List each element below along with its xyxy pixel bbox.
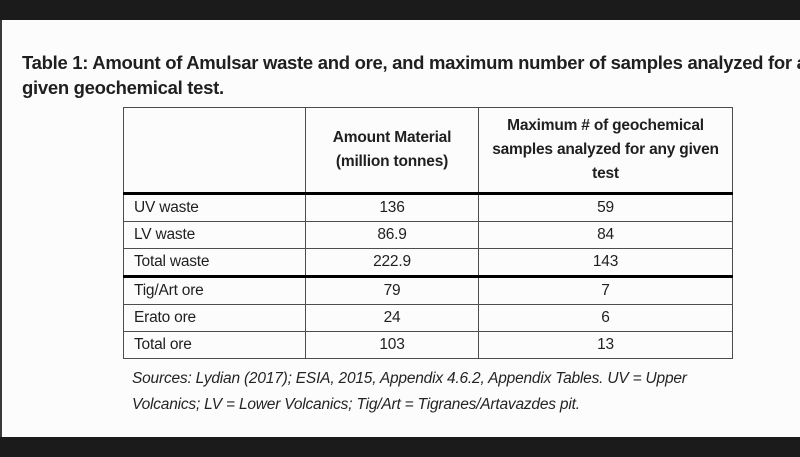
page-title: Table 1: Amount of Amulsar waste and ore… (22, 50, 800, 100)
samples-value: 6 (478, 304, 733, 332)
samples-value: 59 (478, 193, 733, 222)
table-row-total-waste: Total waste 222.9 143 (123, 248, 733, 278)
header-cell-amount-material: Amount Material (million tonnes) (305, 107, 479, 195)
row-label: Erato ore (123, 304, 306, 332)
source-note-line-2: Volcanics; LV = Lower Volcanics; Tig/Art… (132, 396, 580, 413)
samples-value: 84 (478, 221, 733, 249)
amount-value: 103 (305, 331, 479, 359)
row-label: UV waste (123, 193, 306, 222)
table-row-lv-waste: LV waste 86.9 84 (123, 221, 733, 249)
row-label: LV waste (123, 221, 306, 249)
amulsar-data-table: Amount Material (million tonnes) Maximum… (123, 107, 733, 359)
page-left-edge (0, 20, 2, 437)
page-content: Table 1: Amount of Amulsar waste and ore… (0, 20, 800, 437)
amount-value: 79 (305, 276, 479, 305)
amount-value: 222.9 (305, 248, 479, 278)
bottom-letterbox-bar (0, 437, 800, 457)
page-title-line-1: Table 1: Amount of Amulsar waste and ore… (22, 52, 800, 73)
source-note: Sources: Lydian (2017); ESIA, 2015, Appe… (132, 366, 800, 418)
table-row-tig-art-ore: Tig/Art ore 79 7 (123, 276, 733, 305)
amount-value: 24 (305, 304, 479, 332)
source-note-line-1: Sources: Lydian (2017); ESIA, 2015, Appe… (132, 370, 687, 387)
amount-value: 136 (305, 193, 479, 222)
samples-value: 143 (478, 248, 733, 278)
header-cell-blank (123, 107, 306, 195)
top-letterbox-bar (0, 0, 800, 20)
row-label: Tig/Art ore (123, 276, 306, 305)
page-title-line-2: given geochemical test. (22, 77, 224, 98)
samples-value: 7 (478, 276, 733, 305)
table-row-uv-waste: UV waste 136 59 (123, 193, 733, 222)
header-cell-max-samples: Maximum # of geochemical samples analyze… (478, 107, 733, 195)
row-label: Total ore (123, 331, 306, 359)
table-row-total-ore: Total ore 103 13 (123, 331, 733, 359)
table-row-erato-ore: Erato ore 24 6 (123, 304, 733, 332)
table-header-row: Amount Material (million tonnes) Maximum… (123, 107, 733, 195)
row-label: Total waste (123, 248, 306, 278)
amount-value: 86.9 (305, 221, 479, 249)
samples-value: 13 (478, 331, 733, 359)
